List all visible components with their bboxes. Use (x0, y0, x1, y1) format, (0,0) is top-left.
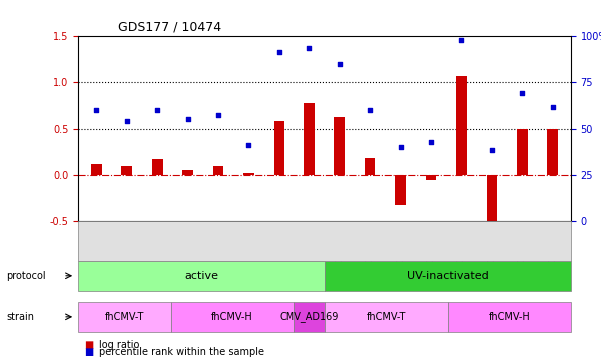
Point (305, 45, 314, 51)
Point (396, 144, 406, 150)
Text: CMV_AD169: CMV_AD169 (279, 311, 339, 322)
Bar (152, 159, 162, 175)
Text: log ratio: log ratio (99, 340, 139, 350)
Bar (273, 121, 284, 175)
Bar (426, 175, 436, 180)
Point (243, 142, 253, 148)
Text: ■: ■ (84, 347, 93, 357)
Point (153, 107, 162, 113)
Text: protocol: protocol (6, 271, 46, 281)
Text: UV-inactivated: UV-inactivated (407, 271, 489, 281)
Bar (334, 117, 345, 175)
Bar (365, 158, 376, 175)
Point (365, 107, 375, 113)
Bar (487, 175, 497, 223)
Bar (304, 104, 315, 175)
Text: percentile rank within the sample: percentile rank within the sample (99, 347, 264, 357)
Bar (182, 170, 193, 175)
Bar (395, 175, 406, 205)
Text: fhCMV-H: fhCMV-H (489, 312, 530, 322)
Bar (517, 129, 528, 175)
Point (517, 90, 527, 96)
Point (487, 147, 496, 153)
Bar (456, 76, 467, 175)
Point (213, 112, 223, 117)
Point (457, 37, 466, 43)
Text: fhCMV-T: fhCMV-T (367, 312, 406, 322)
Point (426, 140, 436, 145)
Bar (243, 173, 254, 175)
Bar (91, 164, 102, 175)
Point (122, 118, 132, 124)
Bar (213, 166, 224, 175)
Text: GDS177 / 10474: GDS177 / 10474 (118, 20, 221, 33)
Bar (548, 129, 558, 175)
Point (91, 107, 101, 113)
Text: strain: strain (6, 312, 34, 322)
Text: fhCMV-T: fhCMV-T (105, 312, 144, 322)
Text: fhCMV-H: fhCMV-H (212, 312, 253, 322)
Point (548, 104, 558, 110)
Text: ■: ■ (84, 340, 93, 350)
Text: active: active (185, 271, 218, 281)
Point (183, 116, 192, 122)
Point (274, 50, 284, 55)
Point (335, 61, 344, 66)
Bar (121, 166, 132, 175)
